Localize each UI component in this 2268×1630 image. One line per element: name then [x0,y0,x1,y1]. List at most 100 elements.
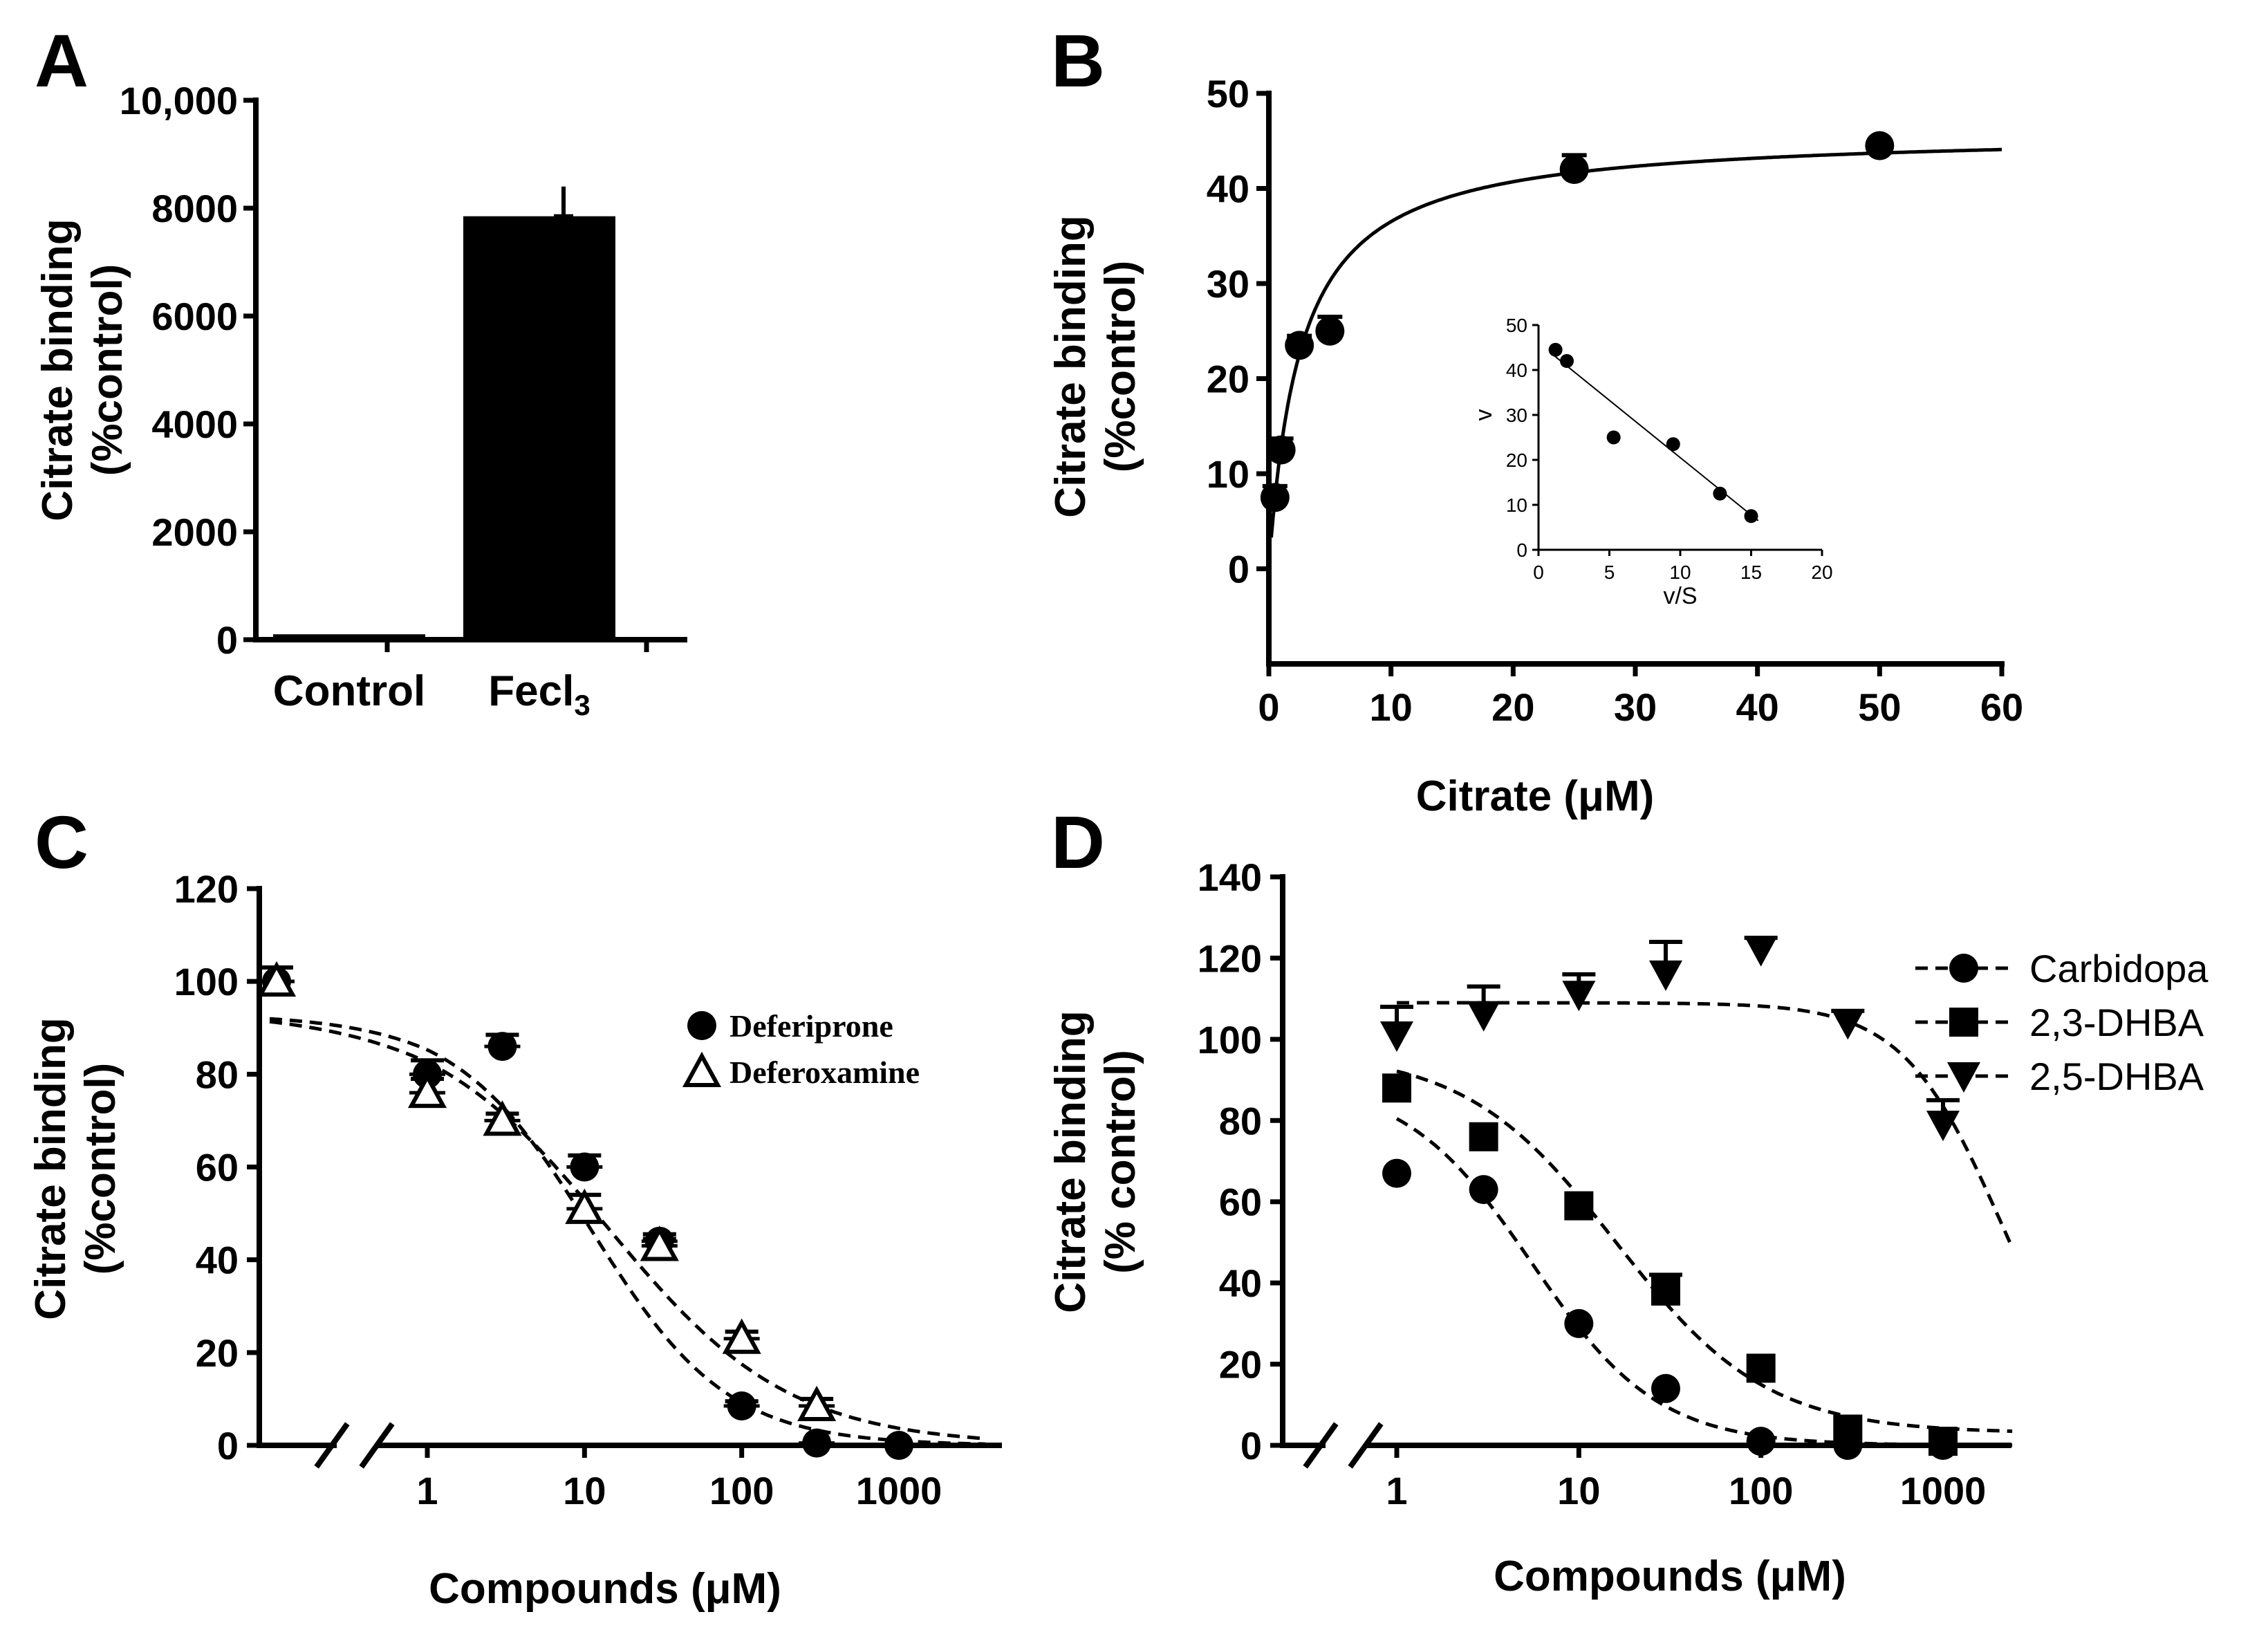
panel-a-x-label-control: Control [273,667,425,715]
panel-b-x-tick-label: 0 [1258,685,1279,729]
panel-c-data-point-deferoxamine [483,1100,522,1136]
panel-d-x-tick-label: 1000 [1900,1469,1987,1512]
panel-d-y-axis-title: Citrate binding(% control) [1047,1010,1144,1313]
panel-c-legend-label-deferoxamine: Deferoxamine [729,1055,920,1090]
panel-c-data-point-deferiprone [570,1152,599,1182]
panel-letter-d: D [1051,800,1105,884]
panel-b-y-tick-label: 30 [1207,262,1249,306]
panel-b-data-point [1266,435,1296,465]
panel-c-legend-marker-deferoxamine [682,1051,722,1087]
panel-c-fit-curve-deferoxamine [269,1019,986,1441]
panel-c-data-point-deferoxamine [722,1318,761,1354]
panel-c-x-tick-label: 1000 [856,1469,942,1512]
panel-c-x-tick-label: 10 [563,1469,606,1512]
panel-b-inset-data-point [1713,486,1727,501]
panel-b-data-point [1559,155,1589,184]
panel-d-fit-curve-2-3-dhba [1396,1069,2013,1433]
panel-a-y-axis-title: Citrate binding(%control) [34,219,131,521]
panel-d-legend-marker-carbidopa [1949,954,1978,983]
panel-c-x-tick-label: 100 [709,1469,774,1512]
panel-b-y-axis-title: Citrate binding(%control) [1047,215,1144,517]
panel-d-data-point-2-5-dhba [1648,960,1682,991]
panel-b-inset-data-point [1666,437,1680,452]
panel-d-data-point-2-5-dhba [1744,936,1778,967]
panel-d-x-tick-label: 100 [1729,1469,1793,1512]
panel-b-fit-curve [1270,147,2002,538]
panel-b-inset-y-axis-title: v [1471,409,1497,421]
panel-c-data-point-deferiprone [884,1431,913,1460]
panel-b-inset-x-tick-label: 15 [1740,562,1762,583]
panel-letter-c: C [35,800,89,884]
panel-d-data-point-2-3-dhba [1382,1073,1411,1103]
panel-a-y-tick-label: 10,000 [120,79,238,122]
panel-b-inset-y-tick-label: 10 [1506,494,1527,516]
panel-c-data-point-deferoxamine [565,1188,604,1224]
panel-c-y-tick-label: 0 [217,1424,239,1467]
panel-b-y-tick-label: 50 [1207,72,1249,115]
panel-b-x-tick-label: 60 [1980,685,2023,729]
panel-b-inset-data-point [1744,509,1758,524]
panel-b-inset-y-tick-label: 40 [1506,360,1527,381]
panel-d-legend-marker-2-3-dhba [1949,1008,1978,1037]
panel-d-y-tick-label: 40 [1219,1261,1262,1305]
panel-b-data-point [1865,131,1895,160]
panel-d-x-tick-label: 1 [1386,1469,1407,1512]
panel-a-y-tick-label: 6000 [151,295,238,338]
panel-d-y-tick-label: 20 [1219,1343,1262,1387]
panel-b-inset-data-point [1606,430,1621,445]
panel-c-fit-curve-deferiprone [269,1017,986,1446]
panel-d-y-tick-label: 140 [1198,855,1262,899]
panel-c-x-tick-label: 1 [416,1469,438,1512]
panel-d-data-point-2-3-dhba [1469,1122,1498,1151]
panel-d-data-point-2-5-dhba [1831,1009,1865,1040]
panel-b-inset-x-tick-label: 5 [1604,562,1615,583]
panel-d-data-point-2-5-dhba [1926,1111,1960,1142]
panel-d-y-tick-label: 120 [1198,936,1262,980]
panel-d-data-point-2-3-dhba [1833,1414,1863,1444]
panel-d-legend-label-2-3-dhba: 2,3-DHBA [2029,1001,2204,1044]
panel-d-x-tick-label: 10 [1557,1469,1600,1512]
panel-a-y-tick-label: 4000 [151,402,238,446]
panel-b-y-tick-label: 40 [1207,167,1249,211]
panel-b-y-tick-label: 10 [1207,452,1249,496]
panel-b-x-tick-label: 50 [1858,685,1901,729]
panel-d-y-tick-label: 100 [1198,1018,1262,1062]
panel-b-inset-y-tick-label: 20 [1506,450,1527,471]
panel-d-y-tick-label: 80 [1219,1099,1262,1142]
panel-c-legend-label-deferiprone: Deferiprone [729,1008,893,1044]
panel-b-data-point [1285,331,1314,360]
panel-d-data-point-2-3-dhba [1651,1276,1680,1306]
panel-c-legend-marker-deferiprone [687,1011,716,1040]
panel-letter-a: A [35,19,89,102]
panel-d-data-point-2-5-dhba [1562,981,1596,1012]
panel-a-bar-chart: 0 2000 4000 6000 8000 10,000 Control Fecl3 Citra… [34,79,687,721]
panel-b-inset-data-point [1548,342,1563,357]
panel-c-y-tick-label: 100 [174,960,239,1003]
panel-a-y-tick-label: 2000 [151,510,238,554]
panel-b-x-tick-label: 20 [1491,685,1534,729]
panel-b-y-tick-label: 20 [1207,358,1249,401]
panel-d-data-point-carbidopa [1746,1427,1776,1456]
panel-a-bar-fecl3 [463,216,615,640]
panel-d-y-tick-label: 60 [1219,1180,1262,1224]
panel-b-y-tick-label: 0 [1228,548,1249,591]
panel-b-inset-y-tick-label: 50 [1506,315,1527,336]
panel-b-data-point [1260,483,1290,512]
panel-d-data-point-2-5-dhba [1380,1021,1413,1052]
panel-d-fit-curve-carbidopa [1395,1117,2013,1447]
panel-c-data-point-deferoxamine [640,1225,679,1261]
panel-d-dose-response-chart: 0 20 40 60 80 100 120 140 1 10 100 1000 Carbidopa 2,3… [1047,855,2209,1600]
panel-d-legend-label-carbidopa: Carbidopa [2029,947,2209,990]
panel-a-x-label-fecl3: Fecl3 [488,667,590,721]
panel-b-x-axis-title: Citrate (μM) [1416,772,1654,820]
panel-d-x-axis-title: Compounds (μM) [1494,1553,1846,1600]
panel-b-inset-x-tick-label: 20 [1811,562,1832,583]
panel-a-bar-control [273,634,425,640]
panel-c-y-tick-label: 20 [196,1331,239,1375]
panel-b-inset-x-tick-label: 10 [1669,562,1691,583]
panel-b-inset-fit-line [1552,353,1759,521]
panel-d-data-point-carbidopa [1651,1373,1680,1403]
